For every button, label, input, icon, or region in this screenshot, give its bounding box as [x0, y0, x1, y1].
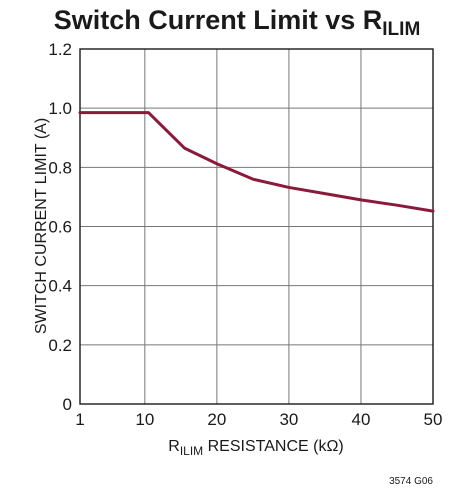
x-tick-label: 10: [135, 410, 154, 429]
chart-title-subscript: ILIM: [382, 19, 420, 40]
y-tick-label: 0.8: [48, 158, 72, 177]
x-tick-label: 30: [279, 410, 298, 429]
grid: [80, 49, 433, 404]
x-tick-label: 20: [207, 410, 226, 429]
x-tick-labels: 1 10 20 30 40 50: [75, 410, 442, 429]
y-tick-label: 1.0: [48, 99, 72, 118]
y-tick-label: 0.4: [48, 277, 72, 296]
chart-title: Switch Current Limit vs RILIM: [54, 5, 421, 40]
chart-title-main: Switch Current Limit vs R: [54, 5, 383, 35]
y-tick-labels: 0 0.2 0.4 0.6 0.8 1.0 1.2: [48, 40, 72, 414]
x-axis-label-suffix: RESISTANCE (kΩ): [203, 438, 344, 455]
x-tick-label: 50: [424, 410, 443, 429]
figure-code: 3574 G06: [389, 476, 433, 487]
x-axis-label-prefix: R: [168, 438, 180, 455]
y-tick-label: 0: [63, 395, 72, 414]
plot-area: [79, 48, 434, 405]
y-tick-label: 1.2: [48, 40, 72, 59]
y-tick-label: 0.2: [48, 336, 72, 355]
y-tick-label: 0.6: [48, 218, 72, 237]
series-layer: [78, 111, 435, 213]
series-line-current-limit: [78, 111, 435, 213]
x-tick-label: 40: [351, 410, 370, 429]
x-axis-label: RILIM RESISTANCE (kΩ): [168, 438, 343, 458]
x-axis-label-subscript: ILIM: [180, 444, 203, 458]
x-tick-label: 1: [75, 410, 84, 429]
y-axis-label: SWITCH CURRENT LIMIT (A): [33, 118, 50, 334]
